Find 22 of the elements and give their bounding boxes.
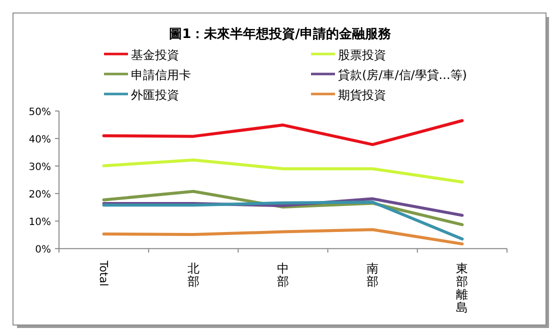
line-series [102, 228, 464, 246]
legend-label: 外匯投資 [131, 88, 179, 102]
chart-title: 圖1：未來半年想投資/申請的金融服務 [169, 26, 392, 42]
y-tick-label: 40% [28, 134, 51, 146]
x-tick-label: Total [96, 260, 110, 286]
legend-label: 申請信用卡 [131, 68, 191, 82]
legend-label: 股票投資 [338, 48, 386, 62]
y-tick-label: 20% [28, 190, 51, 201]
line-series [102, 119, 464, 146]
legend-label: 貸款(房/車/信/學貸...等) [338, 68, 467, 82]
legend-label: 期貨投資 [338, 88, 386, 102]
x-tick-label: 南部 [366, 262, 379, 289]
x-tick-label: 北部 [187, 262, 200, 289]
x-tick-label: 中部 [277, 262, 289, 289]
line-series [102, 200, 464, 240]
x-tick-label: 東部離島 [456, 262, 468, 315]
y-tick-label: 0% [35, 244, 51, 256]
y-tick-label: 30% [28, 162, 51, 174]
line-series [102, 158, 464, 184]
y-tick-label: 10% [28, 217, 51, 228]
y-tick-label: 50% [28, 107, 51, 118]
legend-label: 基金投資 [131, 48, 179, 62]
